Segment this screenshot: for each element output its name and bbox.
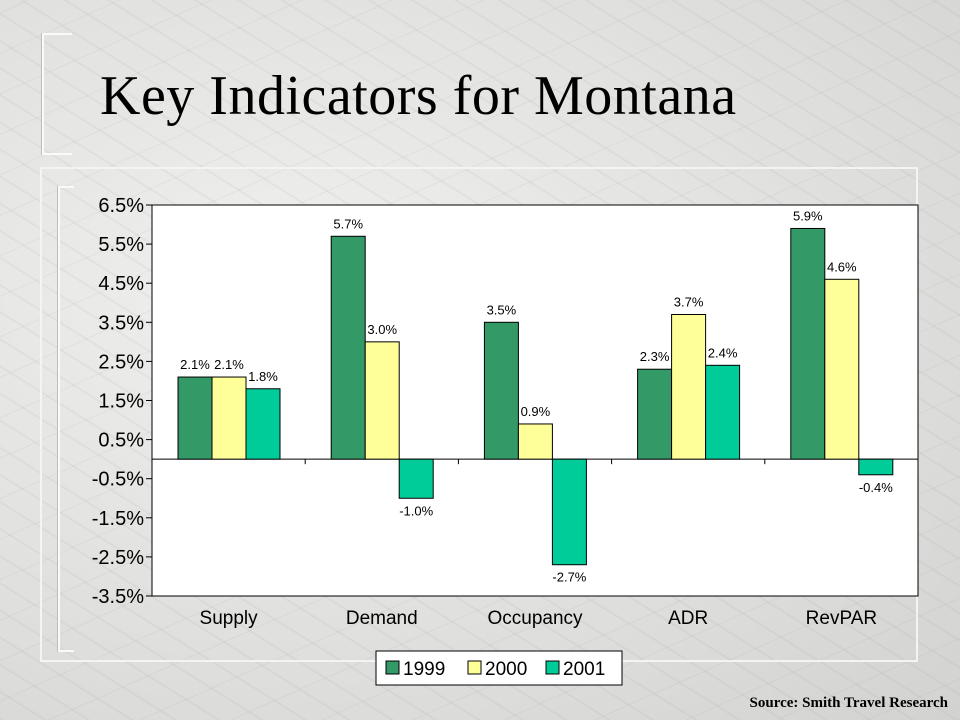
y-tick-label: -1.5% [92,508,144,530]
bar-2000-adr [671,313,707,460]
data-label-2000-occupancy: 0.9% [521,404,551,419]
data-label-2000-supply: 2.1% [214,357,244,372]
y-tick-label: -0.5% [92,469,144,491]
bar-2001-occupancy [551,458,587,566]
bars [177,227,894,566]
data-label-1999-adr: 2.3% [640,349,670,364]
legend-box [375,650,623,686]
bar-2001-revpar [858,458,894,476]
legend-label-1999: 1999 [403,659,445,680]
title-bracket [42,33,72,155]
data-label-1999-supply: 2.1% [180,357,210,372]
y-tick-label: 3.5% [98,312,144,334]
y-tick-label: -2.5% [92,547,144,569]
category-label-occupancy: Occupancy [487,608,583,629]
page-title: Key Indicators for Montana [100,65,737,127]
data-label-2000-adr: 3.7% [674,294,704,309]
y-tick-label: -3.5% [92,586,144,608]
bar-1999-adr [637,368,673,460]
bar-2000-demand [364,341,400,460]
y-tick-label: 6.5% [98,195,144,217]
y-tick-label: 4.5% [98,273,144,295]
bar-2000-supply [211,376,247,460]
chart-bracket [58,186,74,652]
bar-1999-occupancy [483,321,519,460]
legend-swatch-1999 [385,660,400,675]
bar-2001-demand [398,458,434,499]
data-labels: 2.1% 5.7% 3.5% 2.3% 5.9% 2.1% 3.0% 0.9% 3.7% 4.6%… [180,208,893,584]
data-label-1999-occupancy: 3.5% [487,302,517,317]
bar-2001-adr [705,364,741,460]
source-note: Source: Smith Travel Research [749,695,948,711]
data-label-2001-supply: 1.8% [248,369,278,384]
data-label-2001-revpar: -0.4% [859,480,893,495]
category-labels: Supply Demand Occupancy ADR RevPAR [200,608,878,629]
y-tick-label: 1.5% [98,391,144,413]
bar-2001-supply [245,388,281,460]
data-label-2000-demand: 3.0% [367,322,397,337]
legend-label-2001: 2001 [563,659,605,680]
data-label-1999-revpar: 5.9% [793,208,823,223]
legend: 1999 2000 2001 [375,650,623,686]
bar-2000-occupancy [517,423,553,460]
data-label-2000-revpar: 4.6% [827,259,857,274]
category-label-adr: ADR [668,608,708,629]
category-label-demand: Demand [346,608,418,629]
bar-2000-revpar [824,278,860,460]
legend-label-2000: 2000 [485,659,527,680]
y-tick-label: 0.5% [98,430,144,452]
bar-1999-revpar [790,227,826,460]
data-label-1999-demand: 5.7% [333,216,363,231]
bar-1999-demand [330,235,366,460]
data-label-2001-demand: -1.0% [399,503,433,518]
y-tick-label: 2.5% [98,351,144,373]
legend-swatch-2001 [545,660,560,675]
bar-1999-supply [177,376,213,460]
data-label-2001-adr: 2.4% [708,345,738,360]
category-label-revpar: RevPAR [806,608,877,629]
y-tick-label: 5.5% [98,234,144,256]
legend-swatch-2000 [467,660,482,675]
data-label-2001-occupancy: -2.7% [552,570,586,585]
category-label-supply: Supply [200,608,259,629]
y-axis: 6.5% 5.5% 4.5% 3.5% 2.5% 1.5% 0.5% -0.5% -1.5% -2… [92,195,919,608]
